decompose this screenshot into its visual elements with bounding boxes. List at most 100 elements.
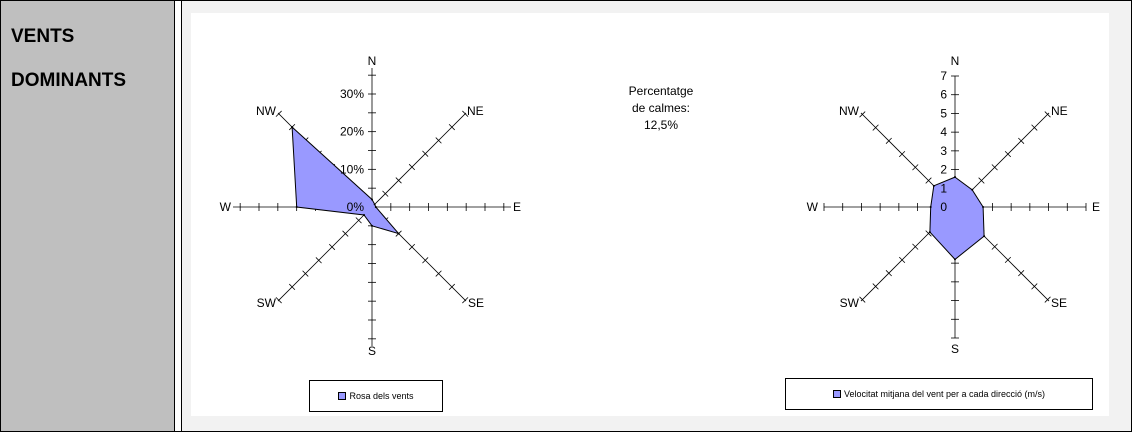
axis-tick xyxy=(302,270,309,277)
direction-label-E: E xyxy=(1092,200,1100,214)
axis-tick xyxy=(1044,296,1051,303)
data-point-E xyxy=(982,206,985,208)
tick-label: 3 xyxy=(940,144,947,158)
direction-label-NW: NW xyxy=(839,104,860,118)
tick-label: 7 xyxy=(940,69,947,83)
data-point-W xyxy=(929,206,932,208)
tick-label: 5 xyxy=(940,106,947,120)
axis-tick xyxy=(408,163,416,171)
axis-tick xyxy=(991,164,998,171)
axis-tick xyxy=(1031,283,1038,290)
axis-tick xyxy=(898,150,906,158)
axis-tick xyxy=(462,297,469,304)
axis-tick xyxy=(342,230,349,237)
axis-tick xyxy=(408,243,416,251)
spacer-cell xyxy=(175,1,182,431)
tick-label: 20% xyxy=(340,125,364,139)
data-point-S xyxy=(954,258,956,261)
direction-label-SW: SW xyxy=(257,296,277,310)
axis-line-NE xyxy=(371,112,467,208)
calm-percentage-note: Percentatge de calmes: 12,5% xyxy=(611,83,711,134)
axis-tick xyxy=(382,190,389,197)
legend-text: Velocitat mitjana del vent per a cada di… xyxy=(843,389,1046,399)
calm-line-1: Percentatge xyxy=(628,84,694,98)
axis-tick xyxy=(885,137,892,144)
tick-label: 1 xyxy=(940,181,947,195)
direction-label-SE: SE xyxy=(468,296,484,310)
direction-label-N: N xyxy=(951,54,960,68)
tick-label: 0 xyxy=(940,200,947,214)
tick-label: 2 xyxy=(940,163,947,177)
data-point-N xyxy=(954,176,956,179)
data-polygon xyxy=(929,176,985,261)
legend-swatch-icon xyxy=(832,390,841,398)
direction-label-NE: NE xyxy=(1051,104,1068,118)
direction-label-SE: SE xyxy=(1051,296,1067,310)
axis-tick xyxy=(355,217,362,224)
axis-tick xyxy=(288,283,296,291)
chart-panel: 0% 10% 20% 30% N NE E SE S SW W NW Percentatge de c… xyxy=(191,13,1109,416)
calm-value: 12,5% xyxy=(643,118,679,132)
direction-label-N: N xyxy=(368,54,377,68)
data-point-N xyxy=(371,198,373,201)
data-point-NW xyxy=(291,126,294,129)
tick-label: 10% xyxy=(340,162,364,176)
axis-tick xyxy=(422,150,429,157)
axis-tick xyxy=(978,177,985,184)
axis-tick xyxy=(1004,256,1012,264)
section-label: VENTS DOMINANTS xyxy=(11,15,126,103)
wind-speed-legend: Velocitat mitjana del vent per a cada di… xyxy=(785,378,1093,410)
direction-label-E: E xyxy=(513,200,521,214)
axis-tick xyxy=(395,177,402,184)
data-point-NW xyxy=(932,184,935,187)
axis-tick xyxy=(422,257,429,264)
axis-tick xyxy=(925,177,932,184)
axis-tick xyxy=(885,270,892,277)
axis-tick xyxy=(859,296,866,303)
wind-speed-chart: 0 1 2 3 4 5 6 7N NE E SE S SW W NW xyxy=(807,54,1100,356)
tick-label: 0% xyxy=(347,200,365,214)
direction-label-SW: SW xyxy=(840,296,860,310)
tick-label: 30% xyxy=(340,87,364,101)
axis-tick xyxy=(1031,124,1038,131)
direction-label-NE: NE xyxy=(467,104,484,118)
data-point-SW xyxy=(363,213,366,216)
tick-label: 4 xyxy=(940,125,947,139)
wind-rose-legend: Rosa dels vents xyxy=(309,380,443,412)
axis-tick xyxy=(872,124,879,131)
axis-tick xyxy=(925,230,932,237)
calm-line-2: de calmes: xyxy=(631,101,691,115)
direction-label-S: S xyxy=(368,344,376,358)
data-point-SE xyxy=(983,235,986,238)
direction-label-W: W xyxy=(220,200,232,214)
axis-tick xyxy=(1018,270,1025,277)
axis-tick xyxy=(1044,111,1051,118)
axis-line-SW xyxy=(277,206,373,302)
axis-tick xyxy=(872,283,879,290)
axis-tick xyxy=(912,164,919,171)
data-point-SE xyxy=(397,232,400,235)
data-point-SW xyxy=(928,231,931,234)
axis-tick xyxy=(1004,150,1012,158)
axis-tick xyxy=(448,123,456,131)
label-line-1: VENTS xyxy=(11,26,75,47)
wind-rose-chart: 0% 10% 20% 30% N NE E SE S SW W NW xyxy=(220,54,521,358)
axis-tick xyxy=(462,110,469,117)
data-point-NE xyxy=(373,203,376,206)
legend-swatch-icon xyxy=(338,392,347,400)
label-cell: VENTS DOMINANTS xyxy=(1,1,175,431)
data-polygon xyxy=(291,125,401,235)
data-point-E xyxy=(374,206,377,208)
data-point-W xyxy=(295,206,298,208)
axis-tick xyxy=(448,283,456,291)
axis-tick xyxy=(912,243,919,250)
content-cell: 0% 10% 20% 30% N NE E SE S SW W NW Percentatge de c… xyxy=(182,1,1131,431)
axis-tick xyxy=(328,243,336,251)
axis-tick xyxy=(1018,137,1025,144)
direction-label-W: W xyxy=(807,200,819,214)
axis-tick xyxy=(275,110,282,117)
tick-label: 6 xyxy=(940,88,947,102)
data-point-NE xyxy=(971,188,974,191)
data-point-S xyxy=(371,224,373,227)
